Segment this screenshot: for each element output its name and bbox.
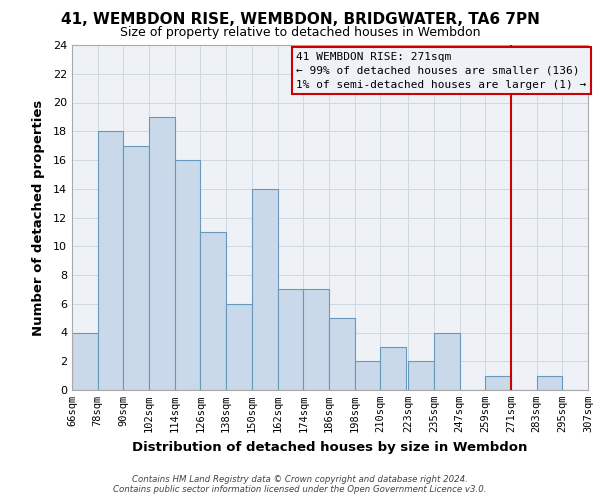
- Bar: [226, 304, 252, 390]
- Bar: [72, 332, 98, 390]
- Bar: [380, 347, 406, 390]
- Bar: [303, 290, 329, 390]
- Bar: [278, 290, 303, 390]
- Text: 41, WEMBDON RISE, WEMBDON, BRIDGWATER, TA6 7PN: 41, WEMBDON RISE, WEMBDON, BRIDGWATER, T…: [61, 12, 539, 28]
- Bar: [200, 232, 226, 390]
- Bar: [98, 131, 124, 390]
- Bar: [149, 117, 175, 390]
- Text: Size of property relative to detached houses in Wembdon: Size of property relative to detached ho…: [120, 26, 480, 39]
- Bar: [408, 361, 434, 390]
- Bar: [252, 188, 278, 390]
- Text: 41 WEMBDON RISE: 271sqm
← 99% of detached houses are smaller (136)
1% of semi-de: 41 WEMBDON RISE: 271sqm ← 99% of detache…: [296, 52, 587, 90]
- Bar: [124, 146, 149, 390]
- Y-axis label: Number of detached properties: Number of detached properties: [32, 100, 44, 336]
- Bar: [329, 318, 355, 390]
- Bar: [434, 332, 460, 390]
- Bar: [485, 376, 511, 390]
- X-axis label: Distribution of detached houses by size in Wembdon: Distribution of detached houses by size …: [133, 440, 527, 454]
- Bar: [536, 376, 562, 390]
- Text: Contains HM Land Registry data © Crown copyright and database right 2024.
Contai: Contains HM Land Registry data © Crown c…: [113, 474, 487, 494]
- Bar: [355, 361, 380, 390]
- Bar: [175, 160, 200, 390]
